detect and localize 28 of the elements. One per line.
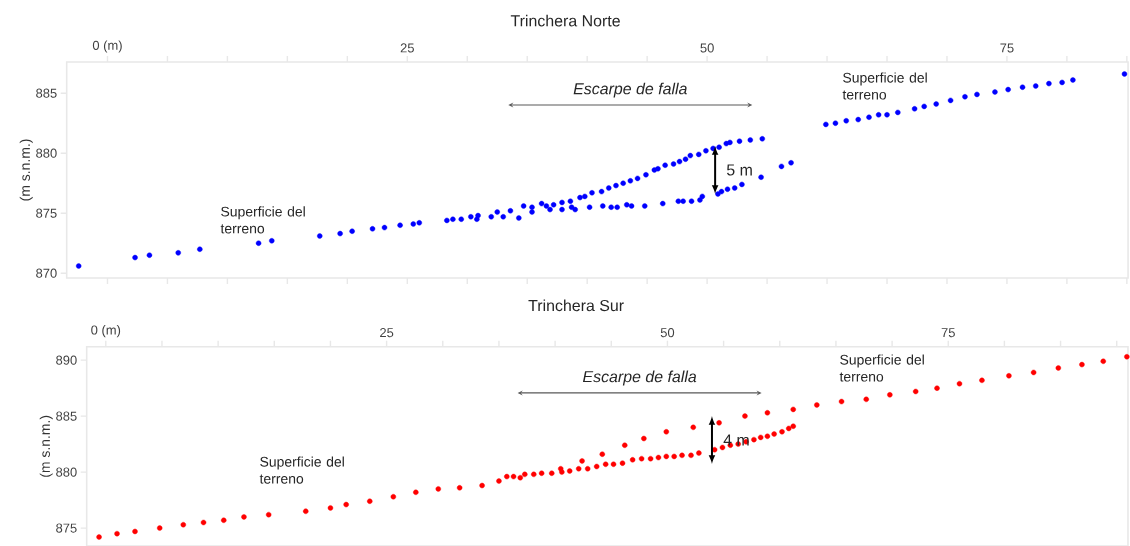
y-tick-label: 870 (36, 268, 57, 278)
annotation: Superficie del terreno (259, 456, 344, 484)
x-tick-label: 75 (941, 328, 955, 338)
annotation: 5 m (726, 164, 752, 176)
x-tick-label: 0 (m) (91, 325, 121, 338)
x-tick-label: 25 (400, 43, 414, 53)
annotation: 4 m (723, 434, 749, 446)
y-tick-label: 885 (36, 88, 57, 98)
x-tick-label: 50 (660, 328, 675, 338)
x-tick-label: 25 (380, 328, 394, 338)
chart-title: Trinchera Sur (528, 299, 624, 312)
y-tick-label: 875 (36, 208, 57, 218)
y-axis-title: (m s.n.m.) (39, 415, 53, 477)
y-tick-label: 880 (56, 467, 77, 477)
annotation: Superficie del terreno (839, 354, 924, 382)
annotation: Superficie del terreno (842, 72, 927, 100)
y-tick-label: 885 (56, 411, 77, 421)
x-tick-label: 50 (700, 43, 714, 53)
y-axis-title: (m s.n.m.) (19, 139, 33, 201)
annotation: Escarpe de falla (582, 370, 697, 386)
x-tick-label: 0 (m) (92, 40, 122, 53)
y-tick-label: 890 (56, 355, 77, 365)
x-tick-label: 75 (1000, 43, 1014, 53)
annotation: Superficie del terreno (220, 206, 305, 234)
chart-title: Trinchera Norte (510, 14, 620, 27)
y-tick-label: 880 (36, 148, 57, 158)
annotation: Escarpe de falla (573, 82, 687, 98)
y-tick-label: 875 (56, 523, 77, 533)
